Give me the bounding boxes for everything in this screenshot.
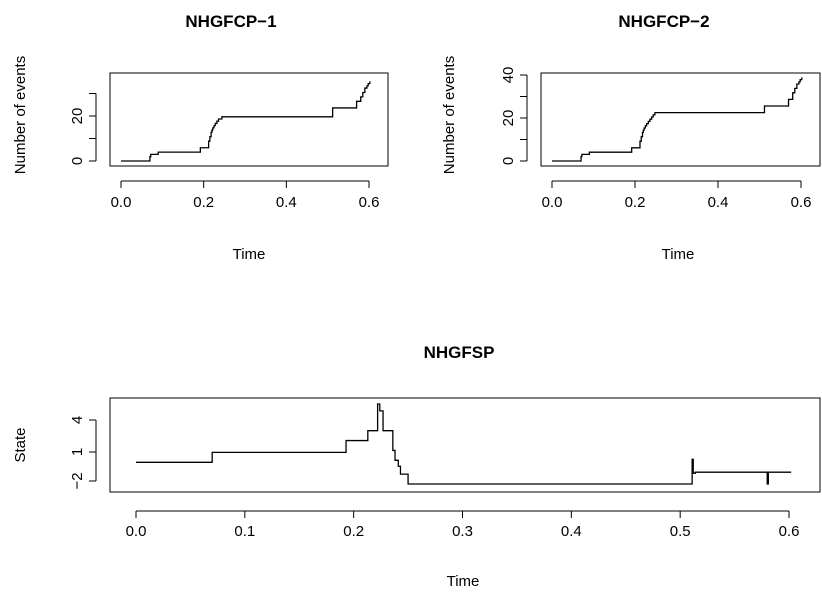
x-axis-label: Time xyxy=(447,573,480,590)
plot-box xyxy=(109,72,389,167)
panel-nhgfsp: NHGFSP Time State 0.0 0.1 0.2 0.3 0.4 0.5 0.6 −… xyxy=(12,343,821,590)
x-tick-label: 0.4 xyxy=(276,194,297,211)
x-axis-label: Time xyxy=(233,246,266,263)
panel-nhgfcp-1: NHGFCP−1 Time Number of events 0.0 0.2 0.4… xyxy=(12,12,389,263)
y-tick-label: 1 xyxy=(69,448,86,456)
series-line xyxy=(552,77,803,162)
series-line xyxy=(136,403,792,485)
x-axis-label: Time xyxy=(662,246,695,263)
x-tick-label: 0.3 xyxy=(452,523,473,540)
plot-box xyxy=(540,72,821,167)
axis-ticks: 0.0 0.2 0.4 0.6 0 20 xyxy=(69,93,380,211)
axis-ticks: 0.0 0.1 0.2 0.3 0.4 0.5 0.6 −2 1 4 xyxy=(69,416,799,540)
panel-nhgfcp-2: NHGFCP−2 Time Number of events 0.0 0.2 0.4… xyxy=(441,12,821,263)
y-tick-label: 4 xyxy=(69,416,86,424)
x-tick-label: 0.4 xyxy=(708,194,729,211)
axis-ticks: 0.0 0.2 0.4 0.6 0 20 40 xyxy=(500,67,811,211)
x-tick-label: 0.6 xyxy=(359,194,380,211)
y-axis-label: Number of events xyxy=(12,56,29,174)
y-tick-label: 20 xyxy=(69,108,86,125)
series-line xyxy=(121,81,371,162)
y-tick-label: 0 xyxy=(500,157,517,165)
x-tick-label: 0.2 xyxy=(193,194,214,211)
chart-title: NHGFCP−2 xyxy=(618,12,709,31)
x-tick-label: 0.0 xyxy=(542,194,563,211)
x-tick-label: 0.6 xyxy=(791,194,812,211)
x-tick-label: 0.4 xyxy=(561,523,582,540)
x-tick-label: 0.6 xyxy=(779,523,800,540)
x-tick-label: 0.2 xyxy=(343,523,364,540)
x-tick-label: 0.5 xyxy=(670,523,691,540)
y-tick-label: 20 xyxy=(500,110,517,127)
y-axis-label: Number of events xyxy=(441,56,458,174)
y-axis-label: State xyxy=(12,427,29,462)
y-tick-label: 40 xyxy=(500,67,517,84)
plot-box xyxy=(109,397,821,493)
chart-title: NHGFSP xyxy=(424,343,495,362)
y-tick-label: −2 xyxy=(69,472,86,489)
x-tick-label: 0.1 xyxy=(234,523,255,540)
x-tick-label: 0.0 xyxy=(126,523,147,540)
x-tick-label: 0.2 xyxy=(625,194,646,211)
y-tick-label: 0 xyxy=(69,157,86,165)
x-tick-label: 0.0 xyxy=(111,194,132,211)
chart-title: NHGFCP−1 xyxy=(185,12,276,31)
